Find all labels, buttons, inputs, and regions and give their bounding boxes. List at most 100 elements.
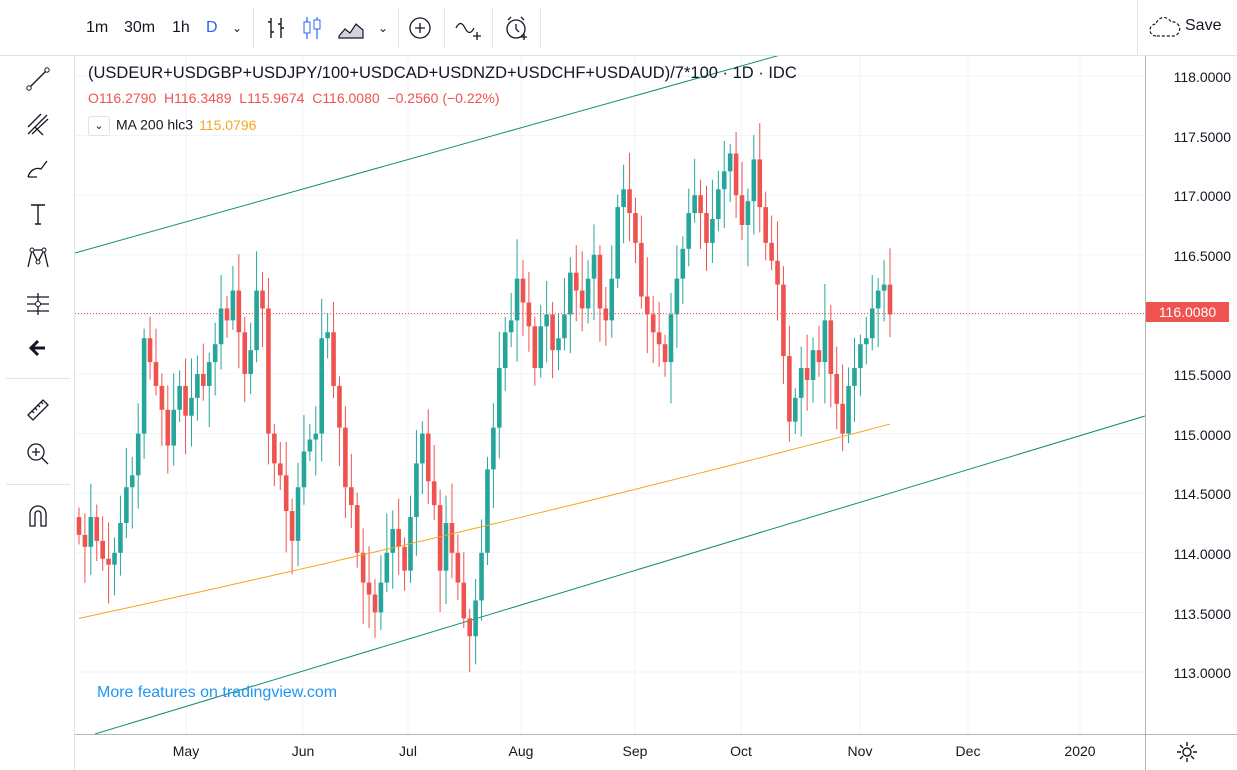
candle-body [792, 397, 798, 422]
candle-body [496, 368, 502, 428]
candle-body [201, 374, 206, 386]
candle-body [514, 278, 520, 321]
candle-body [662, 344, 668, 363]
candles-chart-icon[interactable] [298, 14, 326, 42]
magnet-icon[interactable] [18, 498, 58, 534]
candle-body [550, 314, 555, 351]
candle-body [508, 320, 514, 333]
interval-1h[interactable]: 1h [172, 19, 190, 36]
low-value: L115.9674 [239, 90, 305, 106]
candle-body [272, 433, 277, 464]
pattern-icon[interactable] [18, 240, 58, 276]
price-tick: 114.5000 [1173, 486, 1231, 502]
candle-body [266, 308, 271, 434]
pitchfork-icon[interactable] [18, 106, 58, 142]
candle-body [177, 385, 182, 410]
interval-d[interactable]: D [206, 19, 218, 36]
time-tick: Aug [508, 743, 534, 759]
top-toolbar: 1m 30m 1h D ⌄ ⌄ Save [0, 0, 1237, 56]
ma-200-line [78, 423, 891, 619]
candle-body [212, 344, 218, 363]
candle-body [751, 159, 757, 202]
candle-body [745, 201, 751, 225]
candle-body [869, 308, 875, 339]
candle-body [165, 409, 171, 446]
drawing-toolbar [0, 0, 75, 770]
add-indicator-icon[interactable] [406, 14, 434, 42]
back-arrow-icon[interactable] [18, 330, 58, 366]
brush-icon[interactable] [18, 150, 58, 186]
toolbar-divider [540, 8, 541, 48]
candle-body [277, 463, 283, 476]
channel-trend-line [74, 51, 792, 254]
time-tick: Jul [399, 743, 417, 759]
text-tool-icon[interactable] [18, 196, 58, 232]
time-tick: Nov [847, 743, 873, 759]
candle-body [230, 290, 236, 321]
interval-dropdown-chevron-down-icon[interactable]: ⌄ [232, 21, 243, 35]
bars-chart-icon[interactable] [262, 14, 290, 42]
channel-trend-line [94, 415, 1146, 735]
candle-body [76, 517, 82, 535]
candle-body [769, 242, 774, 261]
area-chart-icon[interactable] [336, 14, 366, 42]
chart-type-chevron-down-icon[interactable]: ⌄ [378, 21, 389, 35]
chart-settings-button[interactable] [1145, 734, 1237, 770]
trend-line-icon[interactable] [18, 60, 58, 96]
chart-pane[interactable] [74, 51, 1146, 735]
compare-icon[interactable] [453, 14, 485, 42]
candle-body [124, 487, 129, 523]
candle-body [621, 189, 626, 208]
alert-clock-icon[interactable] [502, 14, 532, 42]
candle-body [295, 487, 301, 541]
candle-body [781, 284, 786, 357]
candle-body [260, 290, 265, 309]
legend-collapse-chevron-icon[interactable]: ⌄ [88, 116, 110, 136]
candle-body [254, 290, 259, 351]
candle-body [94, 517, 100, 541]
candle-body [798, 368, 804, 398]
time-tick: 2020 [1064, 743, 1096, 759]
candle-body [195, 374, 200, 398]
price-tick: 115.5000 [1173, 367, 1231, 383]
candle-body [698, 195, 703, 214]
candle-body [467, 618, 473, 637]
candle-body [775, 260, 780, 285]
candle-body [633, 213, 638, 243]
candle-body [692, 195, 697, 214]
interval-1m[interactable]: 1m [86, 19, 109, 36]
candle-body [858, 344, 863, 369]
open-value: O116.2790 [88, 90, 157, 106]
prediction-icon[interactable] [18, 286, 58, 322]
candle-body [615, 207, 620, 279]
candle-body [810, 350, 816, 380]
candle-body [644, 296, 650, 315]
ma-value: 115.0796 [199, 116, 257, 133]
time-axis[interactable]: May Jun Jul Aug Sep Oct Nov Dec 2020 [75, 734, 1145, 770]
candle-body [650, 314, 656, 333]
candle-body [135, 433, 141, 476]
candle-body [88, 517, 94, 547]
candle-body [562, 314, 567, 339]
candle-body [603, 308, 609, 321]
high-value: H116.3489 [164, 90, 232, 106]
candle-body [331, 332, 336, 386]
ruler-icon[interactable] [18, 392, 58, 428]
candle-body [710, 219, 715, 243]
candle-body [763, 207, 768, 243]
candle-body [881, 284, 887, 291]
price-tick: 115.0000 [1173, 427, 1231, 443]
candle-body [739, 195, 745, 225]
zoom-in-icon[interactable] [18, 436, 58, 472]
candle-body [420, 433, 425, 464]
candle-body [804, 368, 810, 380]
tradingview-link[interactable]: More features on tradingview.com [97, 684, 338, 701]
toolbar-divider [444, 8, 445, 48]
candle-body [171, 409, 177, 446]
price-axis[interactable]: 118.0000 117.5000 117.0000 116.5000 115.… [1145, 56, 1237, 734]
candle-body [366, 582, 372, 595]
candle-body [129, 475, 135, 488]
interval-30m[interactable]: 30m [124, 19, 156, 36]
toolbar-divider [6, 378, 70, 379]
save-button[interactable]: Save [1137, 0, 1237, 56]
